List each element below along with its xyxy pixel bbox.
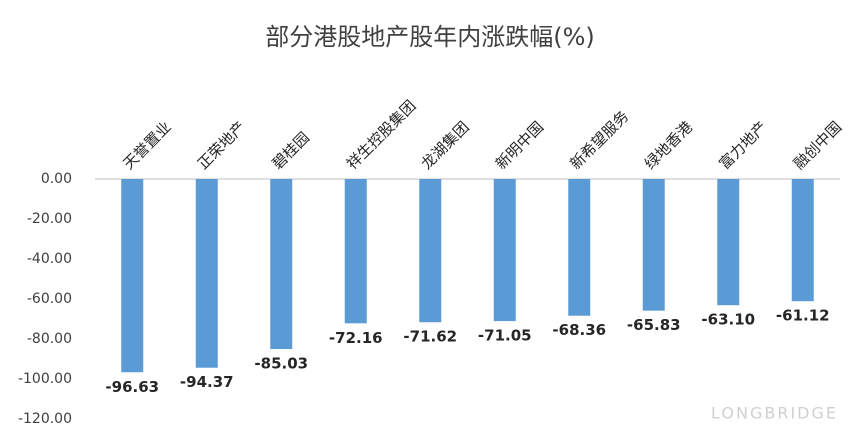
y-tick-label: -100.00	[18, 371, 72, 387]
category-label: 新希望服务	[567, 107, 633, 173]
y-tick-label: -120.00	[18, 411, 72, 427]
category-label: 富力地产	[716, 118, 771, 173]
data-label: -61.12	[776, 307, 830, 325]
data-label: -71.62	[403, 328, 457, 346]
category-label: 正荣地产	[194, 118, 249, 173]
y-tick-label: -40.00	[27, 251, 72, 267]
bar	[791, 179, 814, 302]
data-label: -96.63	[105, 378, 159, 396]
bar	[121, 179, 144, 373]
bar	[642, 179, 665, 311]
bar	[717, 179, 740, 306]
category-label: 天誉置业	[120, 118, 175, 173]
data-label: -71.05	[478, 327, 532, 345]
data-label: -94.37	[180, 373, 234, 391]
category-label: 祥生控股集团	[343, 97, 419, 173]
bar	[419, 179, 442, 323]
y-tick-label: 0.00	[41, 171, 72, 187]
bar	[270, 179, 293, 350]
data-label: -63.10	[701, 311, 755, 329]
bar	[493, 179, 516, 322]
data-label: -72.16	[329, 329, 383, 347]
bar	[195, 179, 218, 368]
data-label: -65.83	[627, 316, 681, 334]
category-label: 龙湖集团	[418, 118, 473, 173]
bar	[568, 179, 591, 316]
y-tick-label: -80.00	[27, 331, 72, 347]
chart-title: 部分港股地产股年内涨跌幅(%)	[265, 23, 595, 51]
y-tick-label: -20.00	[27, 211, 72, 227]
watermark: LONGBRIDGE	[711, 404, 838, 423]
y-tick-label: -60.00	[27, 291, 72, 307]
data-label: -68.36	[552, 321, 606, 339]
category-label: 新明中国	[492, 118, 547, 173]
category-label: 碧桂园	[269, 128, 314, 173]
data-label: -85.03	[254, 355, 308, 373]
bar	[344, 179, 367, 324]
category-label: 绿地香港	[641, 118, 696, 173]
category-label: 融创中国	[790, 118, 845, 173]
